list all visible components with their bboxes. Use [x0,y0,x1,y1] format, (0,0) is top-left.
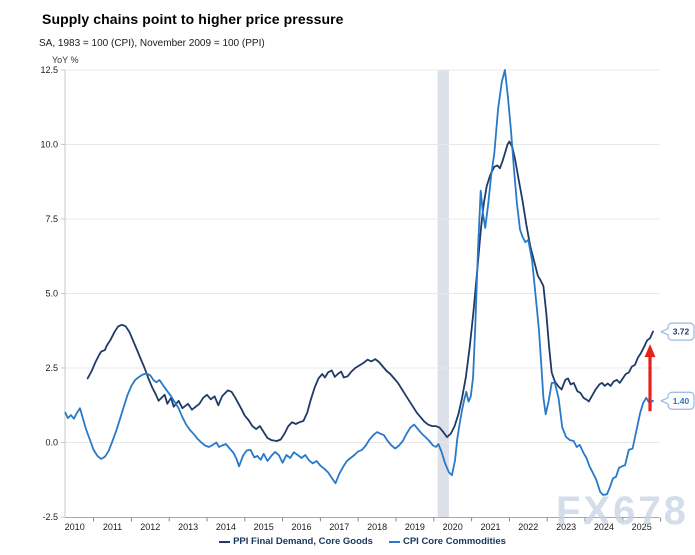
end-value-label: 3.72 [673,327,690,337]
x-tick-label: 2021 [480,522,500,532]
legend-label: PPI Final Demand, Core Goods [233,536,373,547]
x-tick-label: 2010 [65,522,85,532]
x-tick-label: 2018 [367,522,387,532]
legend: PPI Final Demand, Core Goods CPI Core Com… [65,536,660,547]
x-tick-label: 2015 [254,522,274,532]
x-tick-label: 2013 [178,522,198,532]
series-line-ppi [86,140,654,442]
x-tick-label: 2019 [405,522,425,532]
x-tick-label: 2020 [443,522,463,532]
x-tick-label: 2025 [632,522,652,532]
x-tick-label: 2011 [103,522,122,532]
legend-dash-icon [219,540,231,543]
legend-label: CPI Core Commodities [402,536,506,547]
y-tick-label: 10.0 [40,140,58,150]
x-tick-label: 2023 [556,522,576,532]
chart-title: Supply chains point to higher price pres… [42,11,344,27]
y-tick-label: 7.5 [45,214,58,224]
legend-dash-icon [388,540,400,543]
x-tick-label: 2012 [140,522,160,532]
x-tick-label: 2016 [291,522,311,532]
x-tick-label: 2024 [594,522,614,532]
series-line-cpi [64,69,654,496]
up-arrow-head [644,344,656,358]
x-tick-label: 2022 [518,522,538,532]
chart-subtitle: SA, 1983 = 100 (CPI), November 2009 = 10… [39,38,265,49]
y-tick-label: 0.0 [45,438,58,448]
x-tick-label: 2014 [216,522,236,532]
y-tick-label: -2.5 [42,512,58,522]
legend-item-ppi: PPI Final Demand, Core Goods [219,536,373,547]
callout-pointer [660,328,669,336]
y-axis-unit-label: YoY % [52,55,79,65]
y-tick-label: 12.5 [40,65,58,75]
legend-item-cpi: CPI Core Commodities [388,536,506,547]
x-tick-label: 2017 [329,522,349,532]
end-value-label: 1.40 [673,396,690,406]
callout-pointer [660,397,669,405]
y-tick-label: 5.0 [45,289,58,299]
y-tick-label: 2.5 [45,363,58,373]
